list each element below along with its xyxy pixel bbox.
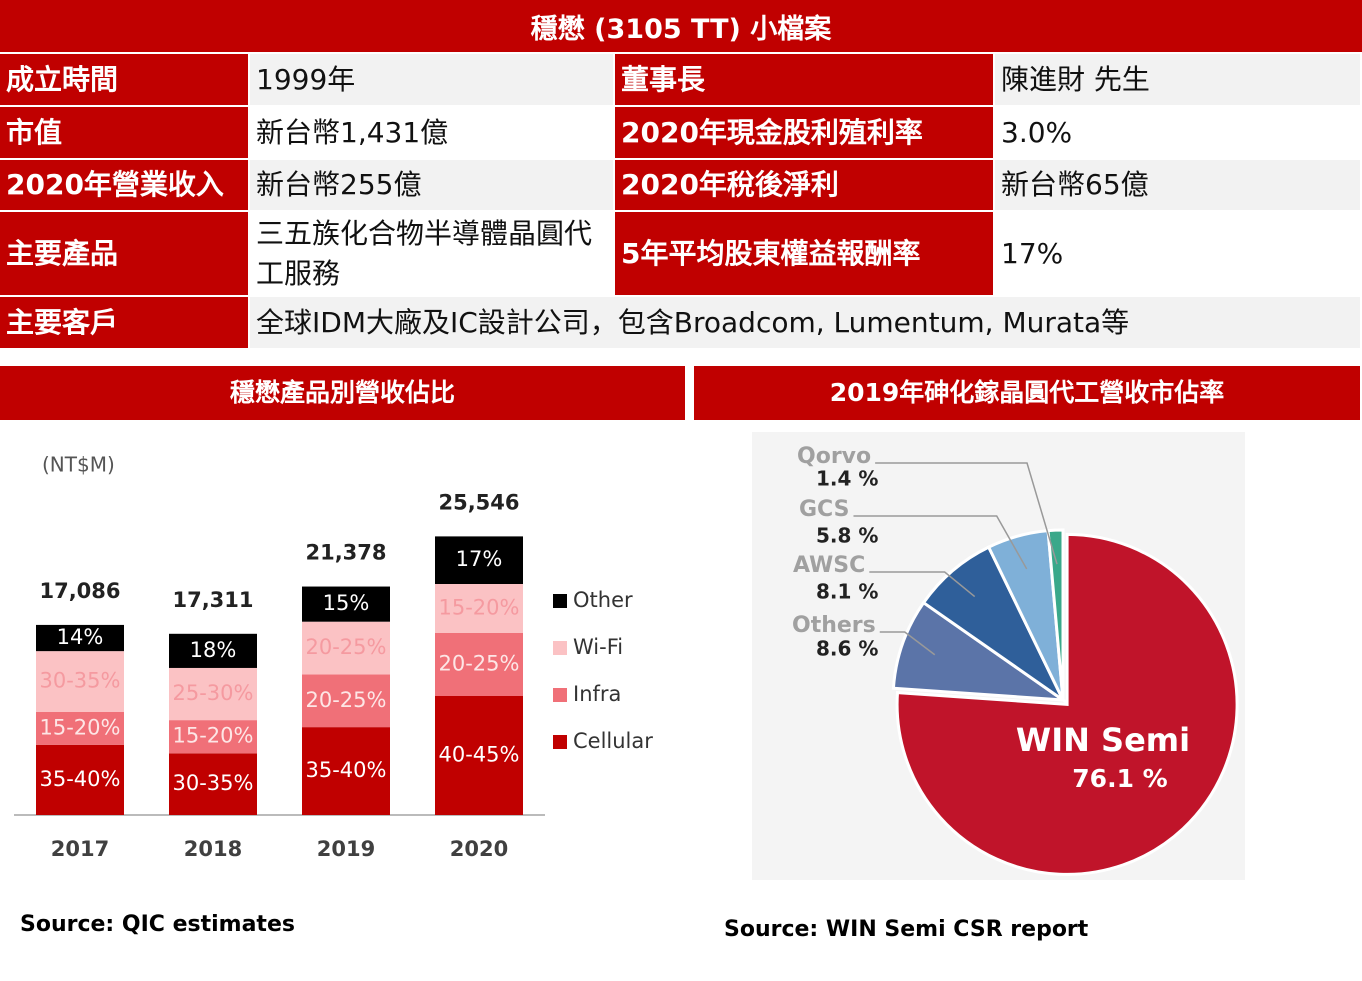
table-label: 2020年稅後淨利 (615, 160, 993, 210)
leader-line (853, 515, 1028, 570)
x-tick-label: 2018 (184, 837, 242, 861)
table-label: 市值 (0, 107, 248, 158)
slice-name: Others (792, 613, 876, 638)
bar-segment (435, 633, 523, 696)
table-label: 主要產品 (0, 212, 248, 295)
table-value: 新台幣255億 (250, 160, 613, 210)
table-value: 新台幣1,431億 (250, 107, 613, 158)
table-label: 主要客戶 (0, 297, 248, 348)
segment-label: 35-40% (306, 758, 387, 782)
bar-segment (169, 753, 257, 815)
legend-label: Wi-Fi (573, 635, 623, 659)
total-label: 17,086 (39, 579, 120, 603)
total-label: 17,311 (172, 588, 253, 612)
segment-label: 35-40% (40, 767, 121, 791)
segment-label: 14% (57, 625, 104, 649)
bar-segment (169, 720, 257, 754)
slice-value: 8.6 % (816, 637, 878, 661)
x-tick-label: 2019 (317, 837, 375, 861)
legend-label: Cellular (573, 729, 653, 753)
bar-segment (36, 711, 124, 745)
legend-swatch (553, 735, 567, 749)
table-value: 1999年 (250, 54, 613, 105)
bar-segment (36, 651, 124, 712)
leader-line (869, 571, 976, 598)
table-value: 17% (995, 212, 1360, 295)
x-tick-label: 2017 (51, 837, 109, 861)
table-label: 2020年營業收入 (0, 160, 248, 210)
slice-value: 8.1 % (816, 580, 878, 604)
source: Source: WIN Semi CSR report (724, 917, 1089, 942)
pie-slice (891, 600, 1069, 702)
segment-label: 18% (190, 638, 237, 662)
unit-label: (NT$M) (42, 453, 115, 477)
segment-label: 15% (323, 591, 370, 615)
table-value: 三五族化合物半導體晶圓代工服務 (250, 212, 613, 295)
legend-swatch (553, 594, 567, 608)
table-label: 成立時間 (0, 54, 248, 105)
legend-label: Other (573, 588, 633, 612)
x-tick-label: 2020 (450, 837, 508, 861)
segment-label: 17% (456, 547, 503, 571)
chart-title: 2019年砷化鎵晶圓代工營收市佔率 (830, 378, 1225, 407)
segment-label: 15-20% (173, 724, 254, 748)
bar-segment (435, 696, 523, 815)
segment-label: 20-25% (306, 635, 387, 659)
slice-name: WIN Semi (1016, 721, 1190, 759)
table-value: 3.0% (995, 107, 1360, 158)
slice-value: 1.4 % (816, 467, 878, 491)
chart-header (0, 366, 685, 420)
table-label: 董事長 (615, 54, 993, 105)
table-label: 2020年現金股利殖利率 (615, 107, 993, 158)
table-value: 全球IDM大廠及IC設計公司，包含Broadcom, Lumentum, Mur… (250, 297, 1360, 348)
bar-segment (302, 586, 390, 622)
leader-line (875, 462, 1058, 565)
legend-swatch (553, 688, 567, 702)
bar-segment (36, 624, 124, 652)
table-value: 陳進財 先生 (995, 54, 1360, 105)
legend-label: Infra (573, 682, 621, 706)
segment-label: 15-20% (40, 715, 121, 739)
chart-header (694, 366, 1360, 420)
bar-segment (36, 744, 124, 815)
chart-title: 穩懋產品別營收佔比 (230, 378, 455, 407)
bar-segment (169, 667, 257, 721)
slice-name: GCS (799, 497, 849, 522)
segment-label: 40-45% (439, 743, 520, 767)
segment-label: 20-25% (439, 652, 520, 676)
pie-slice (1046, 528, 1065, 701)
bar-segment (302, 621, 390, 675)
pie-slice (895, 532, 1239, 876)
slice-value: 5.8 % (816, 524, 878, 548)
table-label: 5年平均股東權益報酬率 (615, 212, 993, 295)
segment-label: 25-30% (173, 681, 254, 705)
slice-value: 76.1 % (1072, 764, 1167, 793)
page-title: 穩懋 (3105 TT) 小檔案 (0, 0, 1362, 52)
slice-name: AWSC (793, 553, 865, 578)
slice-name: Qorvo (797, 444, 871, 469)
bar-segment (302, 674, 390, 728)
bar-segment (169, 633, 257, 668)
total-label: 25,546 (438, 490, 519, 514)
bar-segment (302, 727, 390, 815)
table-value: 新台幣65億 (995, 160, 1360, 210)
bar-segment (435, 584, 523, 633)
legend-swatch (553, 641, 567, 655)
bar-segment (435, 536, 523, 584)
source: Source: QIC estimates (20, 912, 295, 937)
leader-line (879, 631, 936, 656)
segment-label: 20-25% (306, 688, 387, 712)
segment-label: 15-20% (439, 596, 520, 620)
segment-label: 30-35% (40, 669, 121, 693)
segment-label: 30-35% (173, 771, 254, 795)
total-label: 21,378 (305, 541, 386, 565)
